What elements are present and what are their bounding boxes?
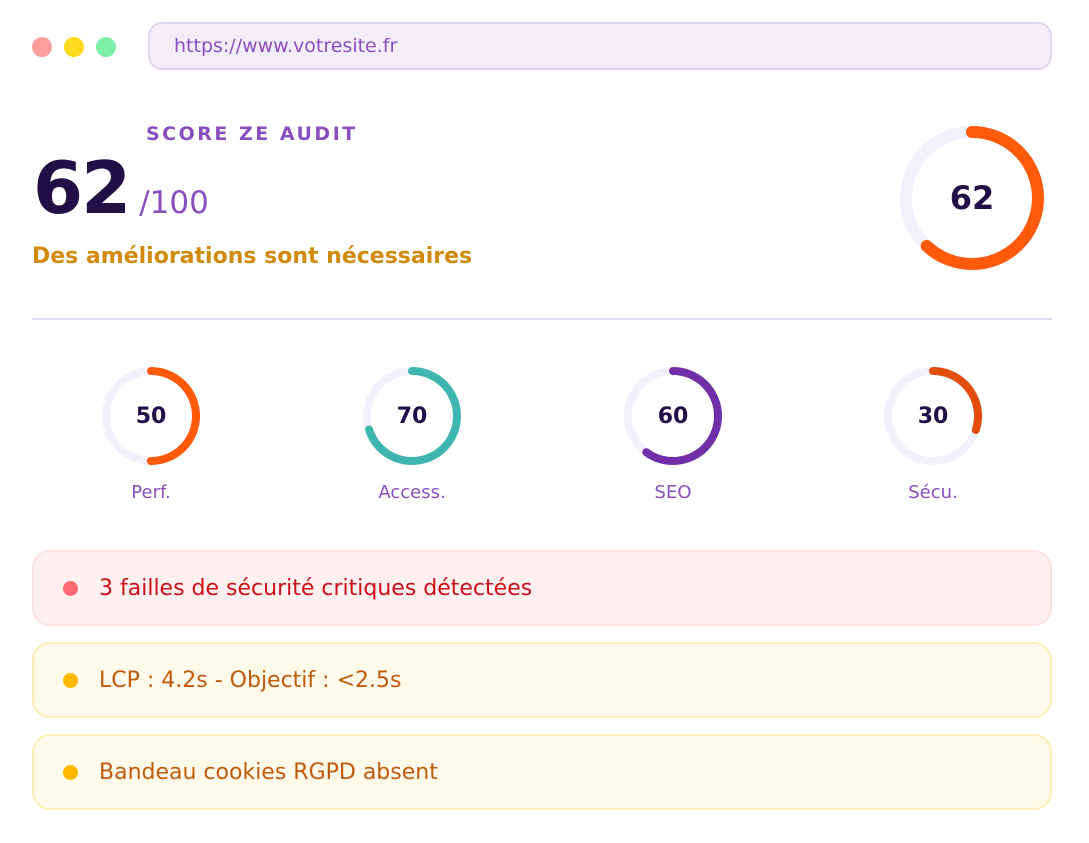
metric-ring: 70 <box>363 367 461 465</box>
score-display: 62 /100 <box>33 152 209 224</box>
minimize-dot-icon[interactable] <box>64 37 84 57</box>
alert-text: LCP : 4.2s - Objectif : <2.5s <box>99 667 402 693</box>
warning-dot-icon <box>63 672 78 688</box>
alert-security[interactable]: 3 failles de sécurité critiques détectée… <box>32 550 1052 626</box>
overall-score-gauge: 62 <box>900 126 1044 270</box>
metric-label: Access. <box>378 482 446 503</box>
metric-label: Perf. <box>131 482 171 503</box>
metric-seo: 60 SEO <box>598 367 748 503</box>
metric-accessibility: 70 Access. <box>337 367 487 503</box>
window-controls <box>32 37 116 57</box>
progress-ring-icon <box>624 367 722 465</box>
close-dot-icon[interactable] <box>32 37 52 57</box>
metric-label: Sécu. <box>908 482 958 503</box>
critical-dot-icon <box>63 580 78 596</box>
metric-value: 50 <box>135 403 167 429</box>
metric-security: 30 Sécu. <box>858 367 1008 503</box>
metric-ring: 50 <box>102 367 200 465</box>
address-bar[interactable]: https://www.votresite.fr <box>148 22 1052 70</box>
metric-label: SEO <box>654 482 692 503</box>
score-total: /100 <box>139 185 209 221</box>
alert-cookies[interactable]: Bandeau cookies RGPD absent <box>32 734 1052 810</box>
score-value: 62 <box>33 146 131 230</box>
alert-text: 3 failles de sécurité critiques détectée… <box>99 575 533 601</box>
metric-ring: 30 <box>884 367 982 465</box>
progress-ring-icon <box>102 367 200 465</box>
gauge-ring-icon <box>900 126 1044 270</box>
metric-value: 30 <box>917 403 949 429</box>
divider <box>32 318 1052 320</box>
metric-performance: 50 Perf. <box>76 367 226 503</box>
progress-ring-icon <box>884 367 982 465</box>
metric-value: 70 <box>396 403 428 429</box>
alert-text: Bandeau cookies RGPD absent <box>99 759 438 785</box>
maximize-dot-icon[interactable] <box>96 37 116 57</box>
url-text: https://www.votresite.fr <box>174 35 398 57</box>
gauge-value: 62 <box>949 179 995 217</box>
score-verdict: Des améliorations sont nécessaires <box>32 244 473 269</box>
metric-value: 60 <box>657 403 689 429</box>
metric-ring: 60 <box>624 367 722 465</box>
warning-dot-icon <box>63 764 78 780</box>
section-eyebrow: SCORE ZE AUDIT <box>146 123 358 145</box>
alert-lcp[interactable]: LCP : 4.2s - Objectif : <2.5s <box>32 642 1052 718</box>
progress-ring-icon <box>363 367 461 465</box>
